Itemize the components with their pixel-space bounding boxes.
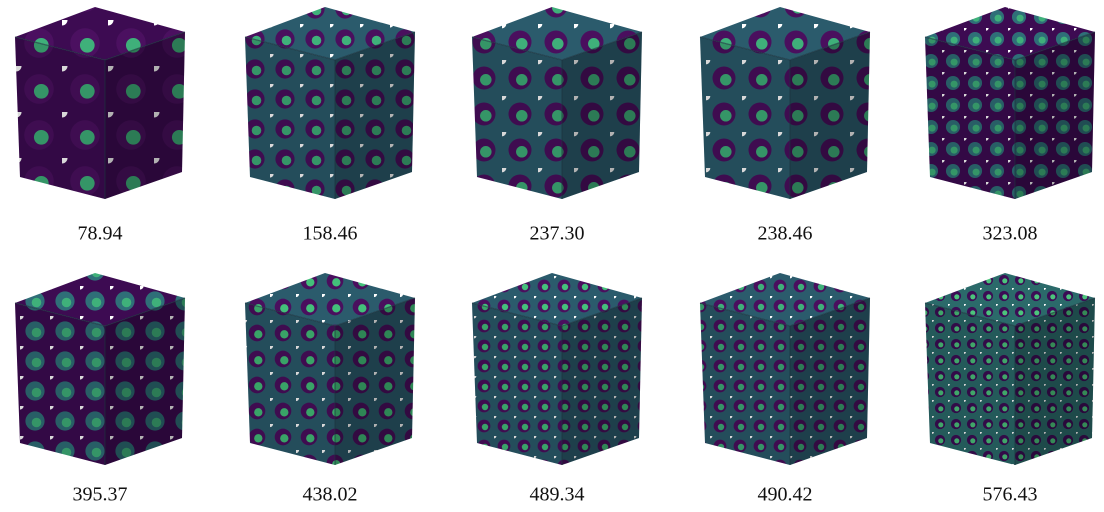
face-shade bbox=[925, 37, 1015, 199]
panel-label: 78.94 bbox=[78, 223, 123, 245]
cube-render bbox=[15, 273, 185, 465]
face-shade bbox=[700, 303, 790, 465]
cube-render bbox=[925, 7, 1095, 199]
cube-render bbox=[700, 7, 870, 199]
face-shade bbox=[472, 303, 562, 465]
face-shade bbox=[105, 298, 185, 465]
cube-render bbox=[245, 273, 415, 465]
face-shade bbox=[1015, 32, 1095, 199]
face-shade bbox=[15, 37, 105, 199]
cube-render bbox=[245, 7, 415, 199]
panel-label: 576.43 bbox=[983, 484, 1038, 506]
face-shade bbox=[562, 32, 642, 199]
panel-label: 158.46 bbox=[303, 223, 358, 245]
panel-label: 395.37 bbox=[73, 484, 128, 506]
face-shade bbox=[15, 303, 105, 465]
face-shade bbox=[700, 37, 790, 199]
cube-render bbox=[700, 273, 870, 465]
face-shade bbox=[925, 303, 1015, 465]
face-shade bbox=[472, 37, 562, 199]
face-shade bbox=[790, 32, 870, 199]
cube-render bbox=[925, 273, 1095, 465]
panel-label: 323.08 bbox=[983, 223, 1038, 245]
face-shade bbox=[335, 32, 415, 199]
face-shade bbox=[245, 303, 335, 465]
panel-label: 438.02 bbox=[303, 484, 358, 506]
panel-label: 489.34 bbox=[530, 484, 585, 506]
cube-render bbox=[472, 7, 642, 199]
face-shade bbox=[105, 32, 185, 199]
face-shade bbox=[1015, 298, 1095, 465]
face-shade bbox=[790, 298, 870, 465]
panel-label: 237.30 bbox=[530, 223, 585, 245]
panel-label: 490.42 bbox=[758, 484, 813, 506]
face-shade bbox=[335, 298, 415, 465]
face-shade bbox=[562, 298, 642, 465]
cube-render bbox=[15, 7, 185, 199]
cube-render bbox=[472, 273, 642, 465]
panel-label: 238.46 bbox=[758, 223, 813, 245]
face-shade bbox=[245, 37, 335, 199]
figure: 78.94 158.46 237.30 238.46 323.08 395.37 438.0… bbox=[0, 0, 1104, 512]
